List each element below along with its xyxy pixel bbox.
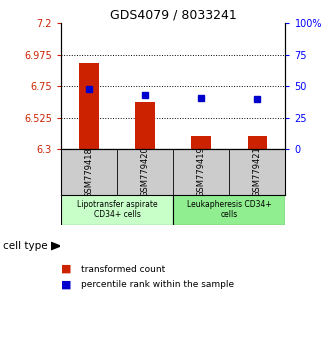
Text: GSM779420: GSM779420 <box>141 147 150 198</box>
Bar <box>79 63 99 149</box>
Text: percentile rank within the sample: percentile rank within the sample <box>81 280 234 290</box>
Text: ■: ■ <box>61 280 72 290</box>
Text: transformed count: transformed count <box>81 264 165 274</box>
Bar <box>173 195 285 225</box>
Title: GDS4079 / 8033241: GDS4079 / 8033241 <box>110 9 237 22</box>
Bar <box>248 136 267 149</box>
Text: GSM779419: GSM779419 <box>197 147 206 198</box>
Bar <box>61 195 173 225</box>
Bar <box>191 136 211 149</box>
Bar <box>135 102 155 149</box>
Text: cell type: cell type <box>3 241 48 251</box>
Text: Lipotransfer aspirate
CD34+ cells: Lipotransfer aspirate CD34+ cells <box>77 200 157 219</box>
Polygon shape <box>51 242 60 250</box>
Text: GSM779421: GSM779421 <box>253 147 262 198</box>
Text: Leukapheresis CD34+
cells: Leukapheresis CD34+ cells <box>187 200 272 219</box>
Text: ■: ■ <box>61 264 72 274</box>
Text: GSM779418: GSM779418 <box>84 147 94 198</box>
